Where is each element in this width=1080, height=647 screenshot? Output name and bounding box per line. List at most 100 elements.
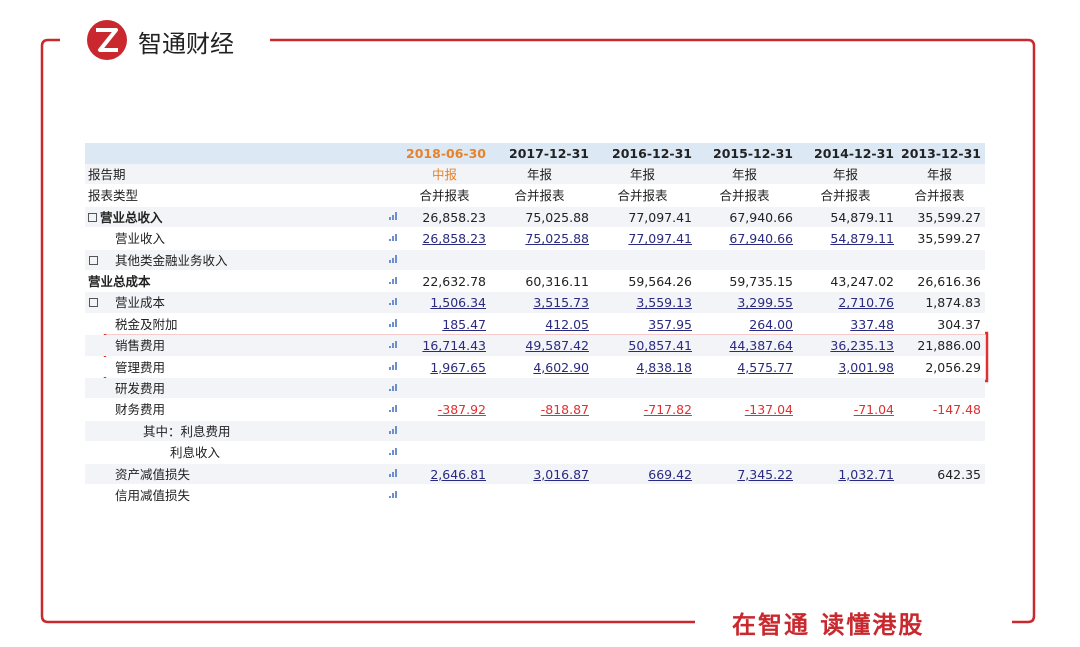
value-cell: 185.47 (442, 316, 486, 332)
value-cell: 75,025.88 (525, 231, 589, 247)
value-cell: 2,646.81 (430, 466, 486, 482)
chart-icon (395, 319, 397, 327)
value-cell: -137.04 (744, 402, 793, 418)
row-label: 信用减值损失 (115, 488, 191, 503)
row-bg (85, 313, 985, 335)
chart-icon (389, 260, 391, 263)
value-cell: 3,001.98 (838, 359, 894, 375)
row-label: 营业成本 (115, 295, 166, 311)
row-bg (85, 292, 985, 313)
value-cell: 44,387.64 (729, 338, 793, 354)
chart-icon (389, 281, 391, 284)
value-cell: 合并报表 (617, 188, 668, 204)
row-bg (85, 249, 985, 270)
chart-icon (392, 450, 394, 456)
row-bg (85, 485, 985, 506)
value-cell: 2,056.29 (925, 359, 981, 375)
row-label: 税金及附加 (115, 316, 178, 332)
row-bg (85, 335, 985, 356)
row-bg (85, 356, 985, 377)
value-cell: -818.87 (540, 402, 589, 418)
brand: 智通财经 (138, 30, 234, 58)
value-cell: 21,886.00 (917, 338, 981, 354)
value-cell: 43,247.02 (830, 274, 894, 289)
value-cell: 3,016.87 (533, 466, 589, 482)
value-cell: 4,575.77 (737, 359, 793, 375)
row-label: 资产减值损失 (115, 466, 191, 482)
row-label: 报表类型 (88, 188, 139, 204)
value-cell: 304.37 (937, 316, 981, 332)
row-label: 研发费用 (115, 381, 166, 396)
expand-icon (89, 255, 98, 265)
column-header: 2016-12-31 (612, 146, 692, 161)
value-cell: 669.42 (648, 466, 692, 482)
row-bg (85, 228, 985, 249)
value-cell: 3,515.73 (533, 295, 589, 311)
chart-icon (395, 383, 397, 391)
chart-icon (392, 279, 394, 284)
chart-icon (389, 238, 391, 242)
row-bg (85, 271, 985, 292)
value-cell: -387.92 (437, 402, 486, 418)
value-cell: 中报 (431, 167, 457, 182)
row-label: 其他类金融业务收入 (115, 252, 228, 268)
chart-icon (389, 495, 391, 498)
value-cell: 26,616.36 (917, 274, 981, 289)
chart-icon (389, 452, 391, 456)
value-cell: 26,858.23 (422, 209, 486, 225)
row-label: 销售费用 (115, 338, 166, 354)
value-cell: 59,564.26 (628, 274, 692, 289)
chart-icon (392, 407, 394, 413)
slogan: 在智通 读懂港股 (732, 611, 925, 639)
value-cell: 49,587.42 (525, 338, 589, 354)
chart-icon (392, 343, 394, 349)
value-cell: 4,838.18 (636, 359, 692, 375)
chart-icon (392, 471, 394, 477)
value-cell: 合并报表 (719, 188, 770, 204)
column-header: 2013-12-31 (901, 146, 981, 161)
chart-icon (392, 364, 394, 370)
row-label: 报告期 (88, 167, 126, 182)
chart-icon (389, 345, 391, 349)
value-cell: 642.35 (937, 466, 981, 482)
chart-icon (389, 474, 391, 477)
chart-icon (395, 212, 397, 220)
chart-icon (389, 324, 391, 327)
column-header: 2015-12-31 (713, 146, 793, 161)
value-cell: 3,299.55 (737, 295, 793, 311)
chart-icon (389, 431, 391, 434)
value-cell: 77,097.41 (628, 231, 692, 247)
value-cell: 1,506.34 (430, 295, 486, 311)
value-cell: 337.48 (850, 316, 894, 332)
value-cell: 3,559.13 (636, 295, 692, 311)
chart-icon (392, 300, 394, 306)
value-cell: -147.48 (932, 402, 981, 418)
row-bg (85, 399, 985, 420)
row-label: 利息收入 (170, 445, 221, 461)
chart-icon (389, 388, 391, 391)
value-cell: 357.95 (648, 316, 692, 332)
row-label: 营业收入 (115, 231, 166, 247)
expand-icon (88, 212, 97, 222)
value-cell: 26,858.23 (422, 231, 486, 247)
expand-icon (89, 298, 98, 308)
header-bg (85, 143, 985, 164)
chart-icon (392, 428, 394, 434)
value-cell: 16,714.43 (422, 338, 486, 354)
value-cell: 77,097.41 (628, 209, 692, 225)
row-bg (85, 164, 985, 185)
value-cell: 75,025.88 (525, 209, 589, 225)
chart-icon (395, 276, 397, 284)
value-cell: 1,967.65 (430, 359, 486, 375)
row-bg (85, 185, 985, 206)
row-label: 财务费用 (115, 402, 166, 418)
value-cell: 67,940.66 (729, 209, 793, 225)
value-cell: 54,879.11 (830, 209, 894, 225)
column-header: 2017-12-31 (509, 146, 589, 161)
value-cell: 年报 (832, 167, 858, 182)
value-cell: 36,235.13 (830, 338, 894, 354)
value-cell: 1,874.83 (925, 295, 981, 311)
value-cell: -717.82 (643, 402, 692, 418)
chart-icon (395, 340, 397, 349)
